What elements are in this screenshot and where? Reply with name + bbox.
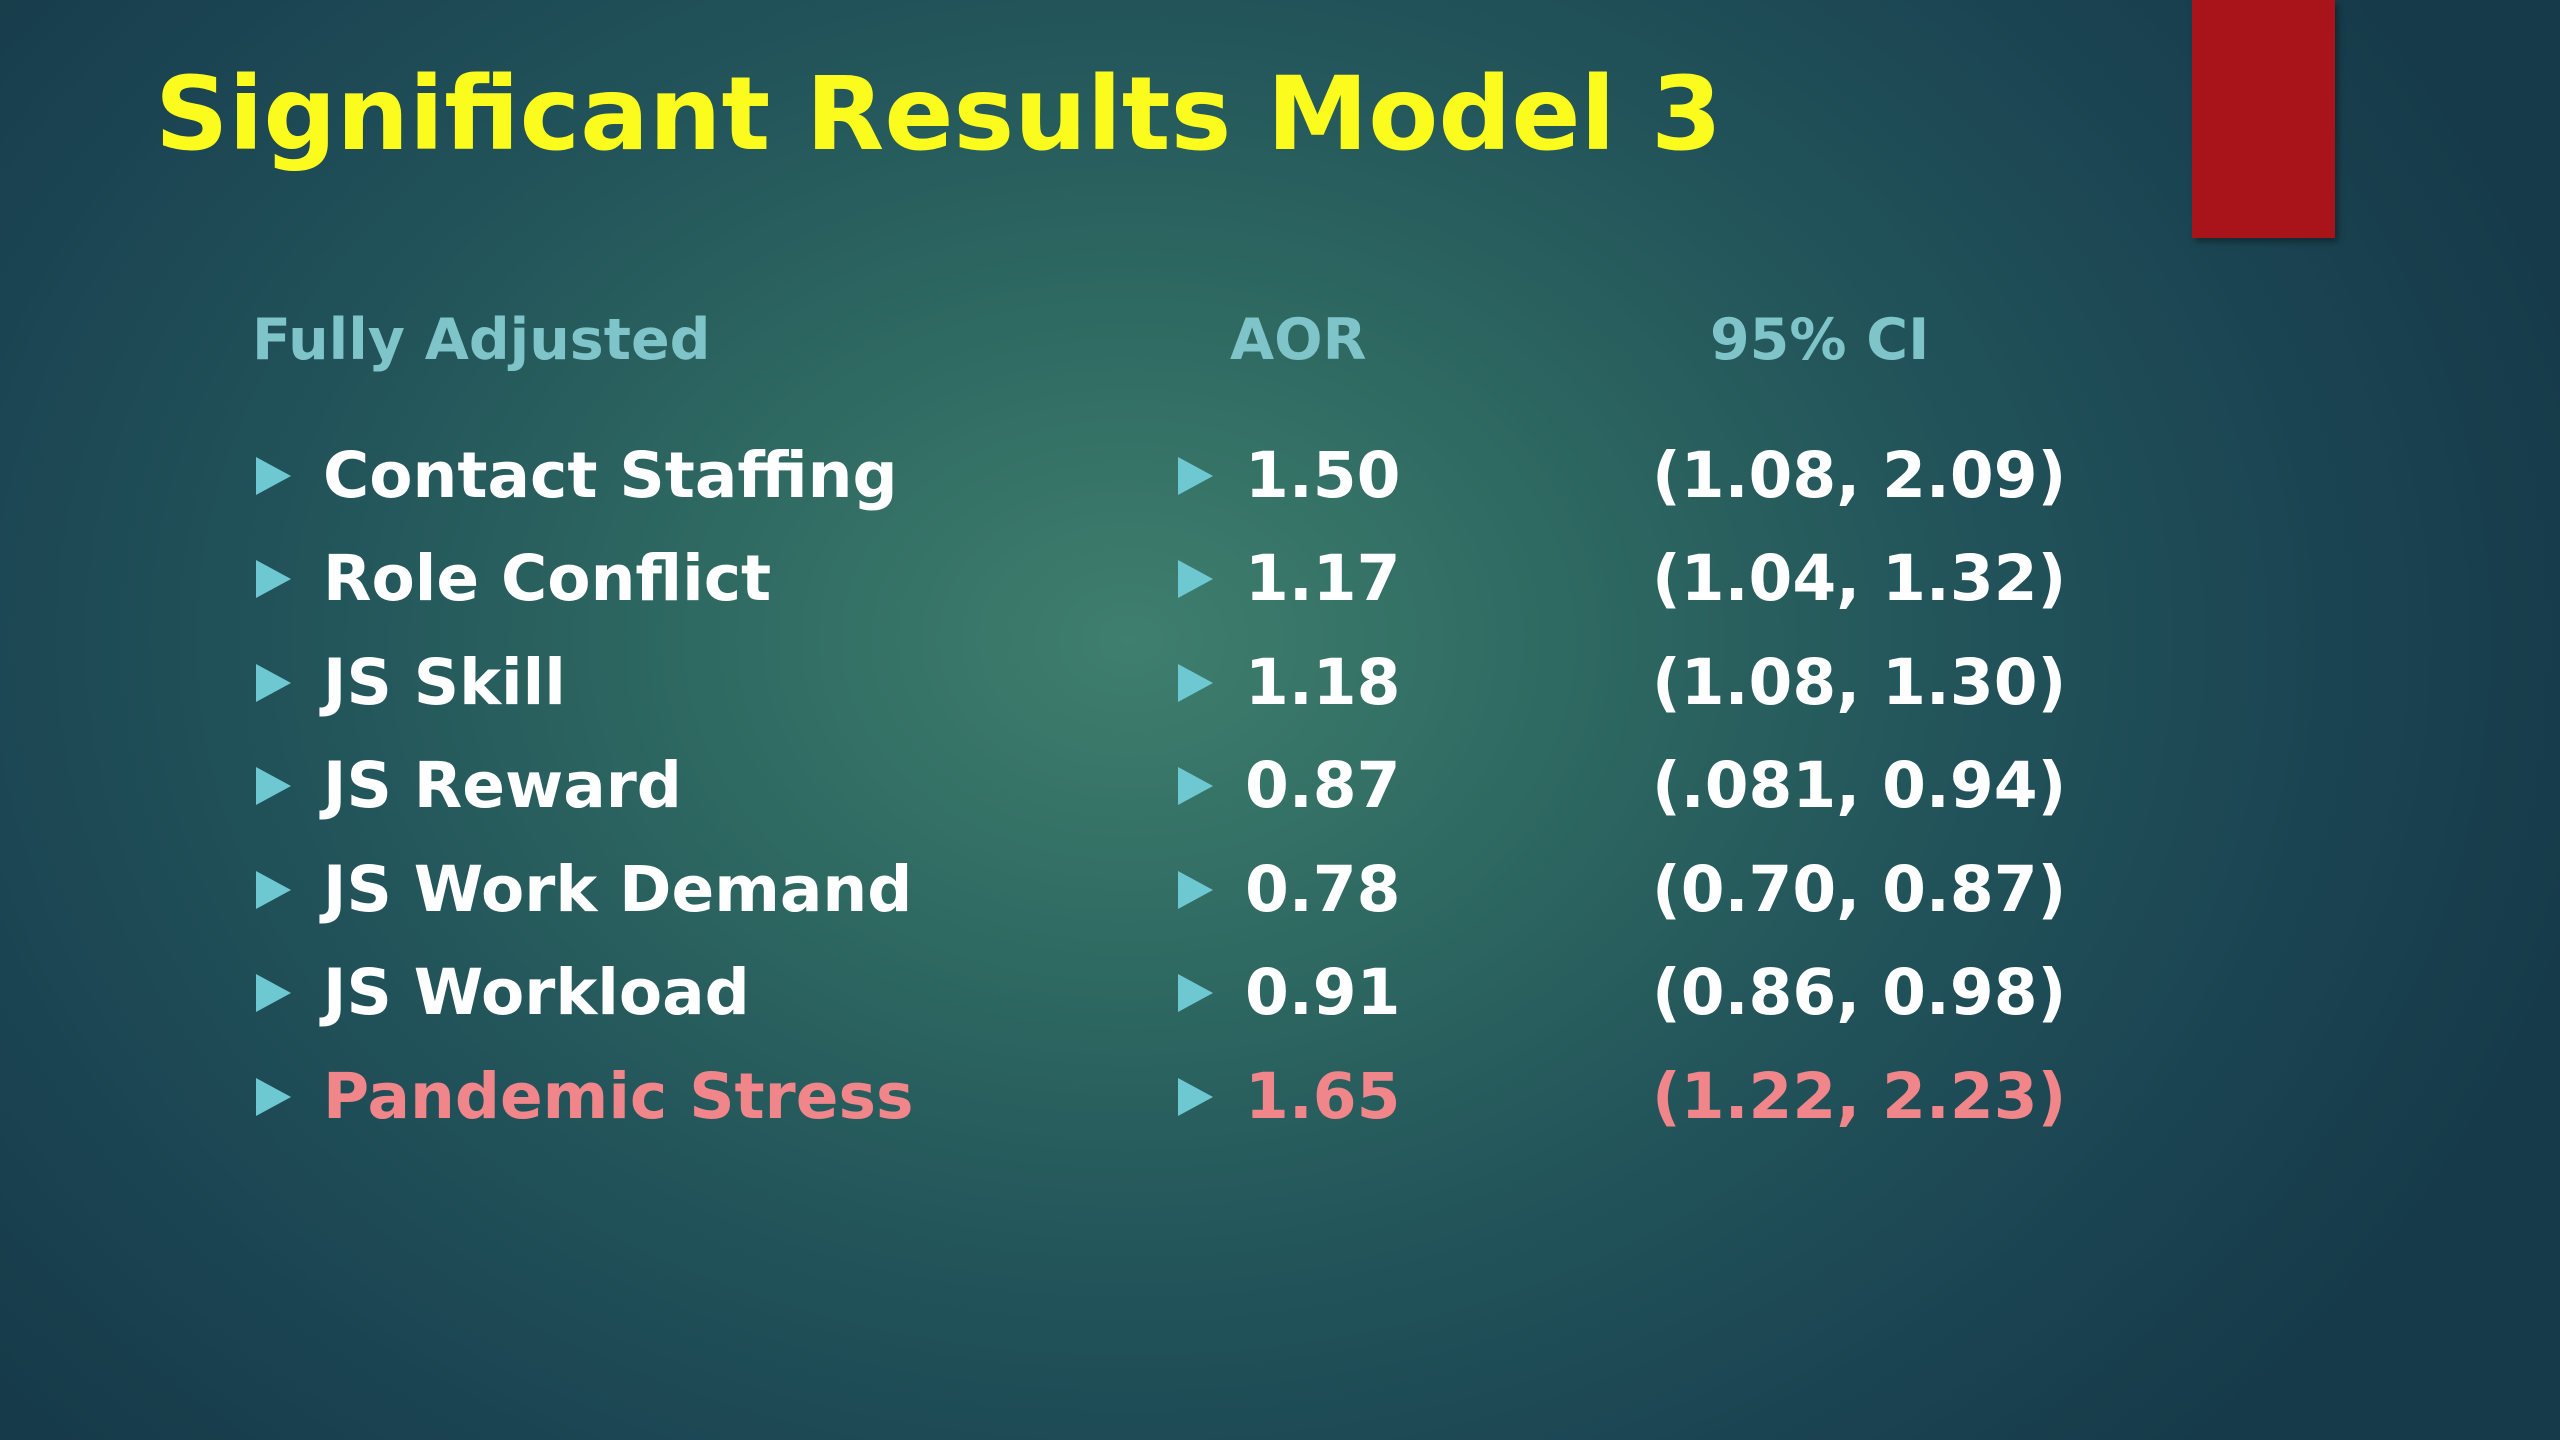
triangle-right-icon <box>1178 1078 1213 1116</box>
header-ci: 95% CI <box>1710 307 1930 373</box>
triangle-right-icon <box>1178 560 1213 598</box>
result-row-js-workload: JS Workload 0.91 (0.86, 0.98) <box>0 957 2560 1047</box>
accent-bar <box>2192 0 2335 238</box>
result-row-pandemic-stress: Pandemic Stress 1.65 (1.22, 2.23) <box>0 1061 2560 1151</box>
result-row-contact-staffing: Contact Staffing 1.50 (1.08, 2.09) <box>0 440 2560 530</box>
row-ci: (1.22, 2.23) <box>1652 1060 2067 1133</box>
row-ci: (1.04, 1.32) <box>1652 542 2067 615</box>
row-aor: 1.65 <box>1245 1060 1401 1133</box>
triangle-right-icon <box>256 457 291 495</box>
slide-title: Significant Results Model 3 <box>155 55 1723 174</box>
row-label: Role Conflict <box>323 542 772 615</box>
row-aor: 0.91 <box>1245 956 1401 1029</box>
result-row-role-conflict: Role Conflict 1.17 (1.04, 1.32) <box>0 543 2560 633</box>
header-aor: AOR <box>1230 307 1367 373</box>
triangle-right-icon <box>1178 767 1213 805</box>
triangle-right-icon <box>256 767 291 805</box>
row-aor: 0.87 <box>1245 749 1401 822</box>
row-aor: 1.17 <box>1245 542 1401 615</box>
row-label: Contact Staffing <box>323 439 898 512</box>
row-ci: (0.70, 0.87) <box>1652 853 2067 926</box>
row-label: Pandemic Stress <box>323 1060 914 1133</box>
triangle-right-icon <box>1178 871 1213 909</box>
triangle-right-icon <box>256 560 291 598</box>
row-aor: 0.78 <box>1245 853 1401 926</box>
triangle-right-icon <box>256 1078 291 1116</box>
triangle-right-icon <box>256 871 291 909</box>
row-label: JS Skill <box>323 646 566 719</box>
triangle-right-icon <box>1178 457 1213 495</box>
row-ci: (.081, 0.94) <box>1652 749 2067 822</box>
row-ci: (1.08, 2.09) <box>1652 439 2067 512</box>
triangle-right-icon <box>1178 664 1213 702</box>
triangle-right-icon <box>256 664 291 702</box>
row-ci: (1.08, 1.30) <box>1652 646 2067 719</box>
result-row-js-reward: JS Reward 0.87 (.081, 0.94) <box>0 750 2560 840</box>
result-row-js-skill: JS Skill 1.18 (1.08, 1.30) <box>0 647 2560 737</box>
header-fully-adjusted: Fully Adjusted <box>252 307 711 373</box>
result-row-js-work-demand: JS Work Demand 0.78 (0.70, 0.87) <box>0 854 2560 944</box>
row-label: JS Reward <box>323 749 682 822</box>
triangle-right-icon <box>1178 974 1213 1012</box>
row-label: JS Work Demand <box>323 853 913 926</box>
row-aor: 1.18 <box>1245 646 1401 719</box>
row-aor: 1.50 <box>1245 439 1401 512</box>
triangle-right-icon <box>256 974 291 1012</box>
row-label: JS Workload <box>323 956 750 1029</box>
row-ci: (0.86, 0.98) <box>1652 956 2067 1029</box>
